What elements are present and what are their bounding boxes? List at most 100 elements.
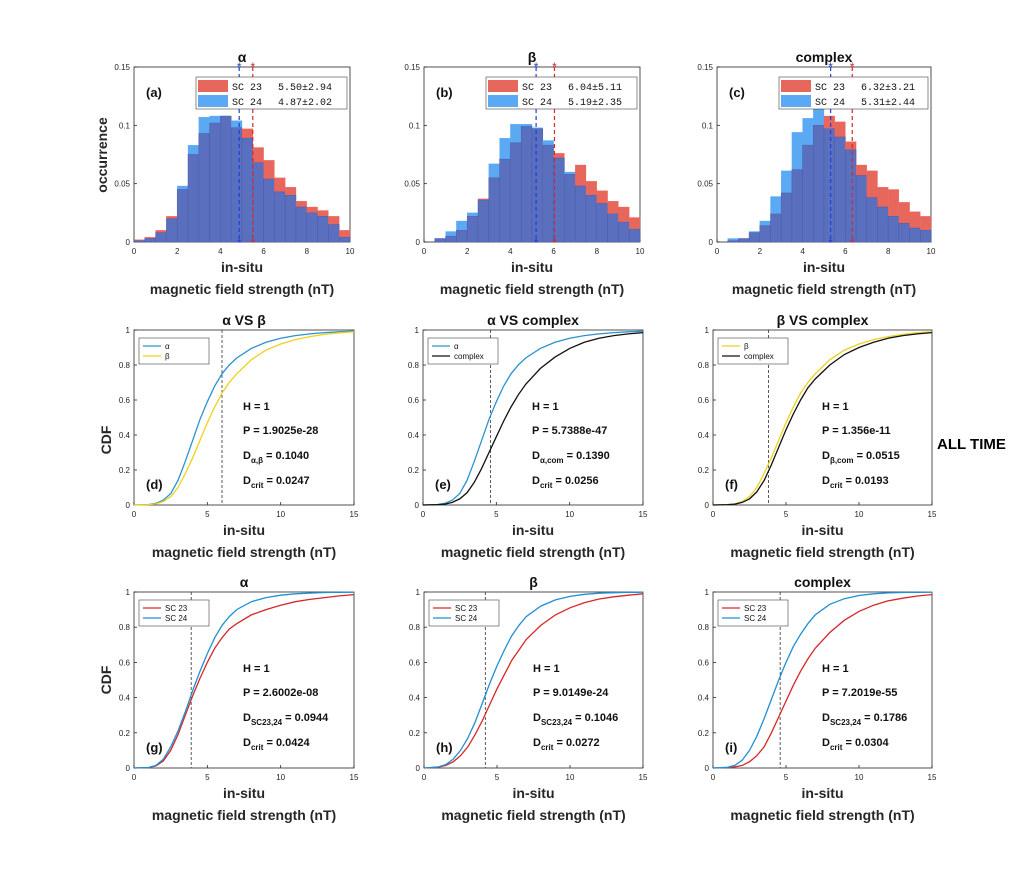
stat-d-subscript: SC23,24	[541, 718, 573, 727]
panel-d: 0 5 10 15 0 0.2 0.4 0.6 0.8 1 α VS β in-situ magneti…	[119, 312, 359, 560]
x-axis-label-line1: in-situ	[513, 785, 555, 801]
y-tick-label: 1	[126, 326, 131, 335]
hist-bar-overlap	[618, 221, 630, 243]
hist-bar-overlap	[477, 199, 490, 243]
hist-bar-excess	[445, 231, 457, 237]
hist-bar-overlap	[434, 238, 446, 243]
hist-bar-overlap	[230, 127, 243, 243]
panel-label: (c)	[729, 85, 745, 100]
y-axis-label-cdf: CDF	[98, 665, 114, 694]
stat-p-value: P = 5.7388e-47	[532, 425, 607, 437]
cdf-line-SC-23	[423, 593, 644, 769]
axes-box	[712, 329, 933, 506]
hist-bar-excess	[596, 190, 608, 204]
legend-name: SC 23	[165, 604, 188, 613]
x-tick-label: 10	[636, 247, 645, 256]
x-tick-label: 8	[886, 247, 891, 256]
y-tick-label: 0	[415, 501, 420, 510]
x-axis-label-line2: magnetic field strength (nT)	[152, 544, 336, 560]
stat-d-value: DSC23,24 = 0.1786	[822, 712, 907, 727]
legend-stat: 5.31±2.44	[861, 98, 915, 109]
hist-bar-overlap	[596, 203, 608, 243]
hist-bar-overlap	[510, 142, 522, 243]
cdf-line-α	[133, 330, 355, 506]
stat-dcrit-symbol: D	[533, 737, 541, 749]
hist-bar-excess	[263, 160, 275, 180]
legend-name: SC 24	[744, 614, 767, 623]
mean-star-marker: *	[828, 236, 833, 250]
x-tick-label: 5	[494, 510, 499, 519]
x-tick-label: 0	[711, 773, 716, 782]
hist-bar-overlap	[823, 128, 835, 243]
legend-stat: 6.32±3.21	[861, 83, 915, 94]
legend-name: complex	[744, 352, 774, 361]
y-tick-label: 0.4	[698, 431, 710, 440]
stat-d-subscript: SC23,24	[830, 718, 862, 727]
hist-bar-overlap	[445, 235, 457, 243]
x-tick-label: 4	[218, 247, 223, 256]
hist-bar-overlap	[144, 238, 156, 243]
hist-bar-overlap	[306, 212, 318, 243]
panel-label: (f)	[725, 477, 738, 492]
legend-name: SC 24	[232, 98, 262, 109]
y-tick-label: 0.1	[409, 121, 421, 130]
stat-d-value: DSC23,24 = 0.1046	[533, 712, 618, 727]
hist-bar-excess	[209, 115, 221, 124]
y-tick-label: 0.8	[119, 623, 131, 632]
legend-name: β	[744, 342, 749, 351]
hist-bar-overlap	[284, 195, 297, 243]
hist-bar-excess	[177, 185, 189, 190]
legend-swatch	[488, 80, 518, 92]
panel-title: α VS complex	[487, 312, 579, 328]
y-tick-label: 0.4	[119, 431, 131, 440]
stat-d-number: = 0.0944	[282, 712, 329, 724]
legend-name: SC 23	[744, 604, 767, 613]
x-tick-label: 8	[305, 247, 310, 256]
stat-dcrit-value: Dcrit = 0.0193	[822, 475, 889, 490]
stat-d-value: Dα,β = 0.1040	[243, 450, 309, 465]
hist-bar-excess	[898, 202, 910, 224]
panel-label: (a)	[146, 85, 162, 100]
panel-g: 0 5 10 15 0 0.2 0.4 0.6 0.8 1 α in-situ magnetic fie…	[119, 574, 359, 823]
x-axis-label-line1: in-situ	[803, 259, 845, 275]
legend-swatch	[198, 95, 228, 107]
stat-d-number: = 0.1046	[572, 712, 618, 724]
y-tick-label: 0.6	[119, 658, 131, 667]
y-tick-label: 0.2	[409, 729, 421, 738]
x-axis-label-line1: in-situ	[802, 522, 844, 538]
panel-i: 0 5 10 15 0 0.2 0.4 0.6 0.8 1 complex in-situ magnet…	[698, 574, 937, 823]
hist-bar-excess	[155, 230, 167, 233]
stat-dcrit-subscript: crit	[540, 481, 553, 490]
hist-bar-overlap	[295, 206, 308, 243]
x-tick-label: 15	[639, 510, 648, 519]
stat-dcrit-symbol: D	[822, 475, 830, 487]
hist-bar-overlap	[759, 225, 771, 243]
hist-bar-overlap	[780, 192, 793, 243]
hist-bar-overlap	[499, 158, 511, 243]
y-tick-label: 0	[705, 764, 710, 773]
hist-bar-overlap	[845, 149, 857, 243]
stat-p-value: P = 1.9025e-28	[243, 425, 318, 437]
hist-bar-overlap	[220, 115, 232, 243]
y-tick-label: 0.1	[702, 121, 714, 130]
hist-bar-excess	[845, 141, 857, 150]
y-tick-label: 1	[705, 326, 710, 335]
x-tick-label: 0	[711, 510, 716, 519]
hist-bar-excess	[564, 171, 576, 175]
y-tick-label: 0.4	[119, 694, 131, 703]
cdf-line-SC-24	[133, 591, 355, 769]
hist-bar-overlap	[241, 137, 254, 243]
stat-dcrit-subscript: crit	[830, 743, 843, 752]
y-tick-label: 0.1	[119, 121, 131, 130]
hist-bar-overlap	[791, 169, 803, 243]
x-axis-label-line2: magnetic field strength (nT)	[152, 807, 336, 823]
x-tick-label: 15	[639, 773, 648, 782]
legend-name: α	[165, 342, 170, 351]
y-tick-label: 0.15	[114, 63, 130, 72]
stat-dcrit-number: = 0.0304	[842, 737, 889, 749]
x-tick-label: 10	[276, 510, 285, 519]
panel-label: (i)	[725, 740, 737, 755]
hist-bar-excess	[467, 212, 479, 217]
legend-stat: 4.87±2.02	[278, 98, 332, 109]
hist-bar-overlap	[263, 178, 275, 243]
